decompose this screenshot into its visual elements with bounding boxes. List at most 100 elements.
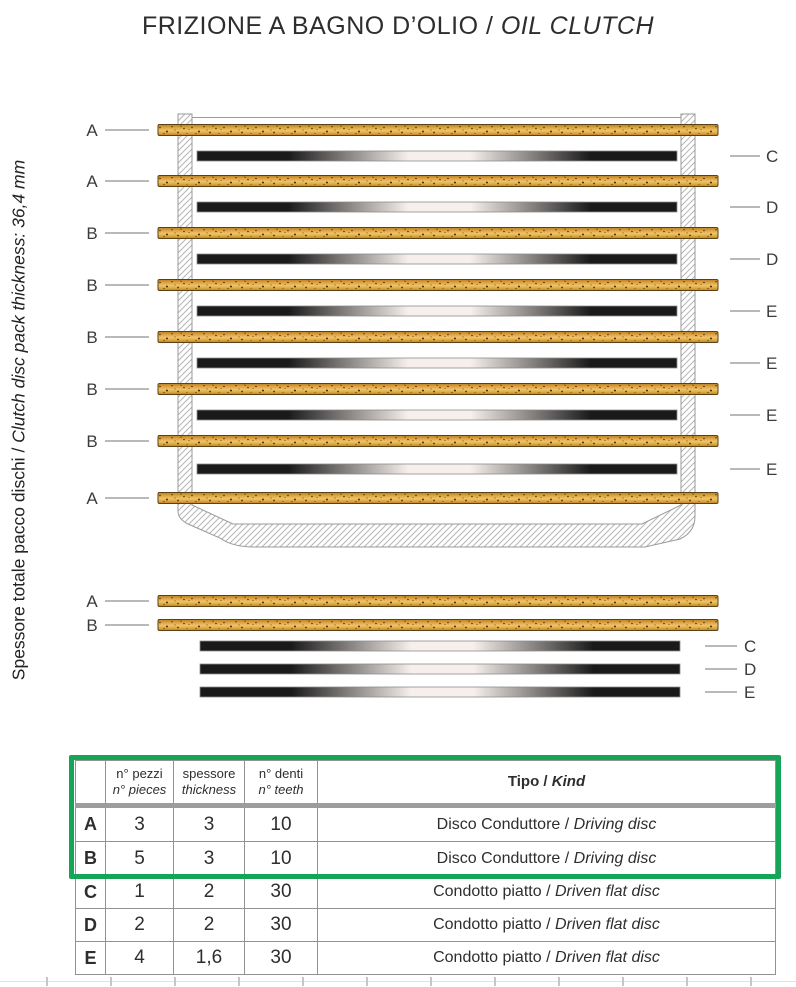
row-kind: Condotto piatto / Driven flat disc xyxy=(317,875,776,909)
header-kind-sep: / xyxy=(539,772,552,790)
stack-right-callouts: C D D E E E E xyxy=(730,147,778,479)
header-row: n° pezzi n° pieces spessore thickness n°… xyxy=(75,760,776,808)
callout-letter: B xyxy=(86,224,97,243)
callout-B1: B xyxy=(86,224,149,243)
header-teeth-it: n° denti xyxy=(258,766,304,782)
callout-letter: A xyxy=(86,172,98,191)
row-kind-it: Disco Conduttore xyxy=(436,849,561,867)
row-kind-it: Condotto piatto xyxy=(433,916,542,933)
row-thickness: 1,6 xyxy=(173,941,245,975)
row-id: B xyxy=(75,841,106,876)
friction-disc-single-B xyxy=(157,619,719,631)
header-pieces: n° pezzi n° pieces xyxy=(105,760,174,808)
header-thickness-en: thickness xyxy=(181,782,237,797)
steel-disc-stack-1 xyxy=(196,150,678,162)
row-kind-en: Driving disc xyxy=(573,815,657,833)
callout-letter: B xyxy=(86,616,97,635)
row-kind-it: Condotto piatto xyxy=(433,883,542,900)
header-kind-en: Kind xyxy=(551,772,586,790)
header-kind-it: Tipo xyxy=(507,772,540,790)
steel-disc-stack-4 xyxy=(196,305,678,317)
row-id: D xyxy=(75,908,106,942)
row-pieces: 3 xyxy=(105,805,174,842)
callout-letter: A xyxy=(86,592,98,611)
page-title-english: OIL CLUTCH xyxy=(500,12,655,40)
page-title-italian: FRIZIONE A BAGNO D’OLIO xyxy=(141,12,479,40)
row-thickness: 3 xyxy=(173,841,245,876)
row-pieces: 2 xyxy=(105,908,174,942)
friction-disc-stack-1 xyxy=(157,124,719,136)
row-kind: Disco Conduttore / Driving disc xyxy=(317,841,776,876)
friction-disc-stack-5 xyxy=(157,331,719,343)
row-thickness: 3 xyxy=(173,805,245,842)
table-row-C: C 1 2 30 Condotto piatto / Driven flat d… xyxy=(75,875,776,909)
row-kind-sep: / xyxy=(560,815,574,833)
callout-letter: E xyxy=(766,302,777,321)
row-kind-en: Driven flat disc xyxy=(554,916,660,933)
callout-single-E: E xyxy=(705,683,755,702)
exploded-left-callouts: A B xyxy=(86,592,149,635)
callout-B4: B xyxy=(86,380,149,399)
row-teeth: 10 xyxy=(244,805,318,842)
row-id: A xyxy=(75,805,106,842)
callout-letter: E xyxy=(766,354,777,373)
clutch-housing xyxy=(177,113,696,548)
row-thickness: 2 xyxy=(173,875,245,909)
callout-letter: E xyxy=(766,406,777,425)
pack-thickness-english: Clutch disc pack thickness: 36,4 mm xyxy=(8,159,29,443)
callout-B3: B xyxy=(86,328,149,347)
header-pieces-en: n° pieces xyxy=(112,782,167,797)
callout-single-D: D xyxy=(705,660,756,679)
header-thickness: spessore thickness xyxy=(173,760,245,808)
header-kind: Tipo / Kind xyxy=(317,760,776,808)
friction-disc-stack-7 xyxy=(157,435,719,447)
row-kind-en: Driven flat disc xyxy=(554,883,660,900)
callout-letter: D xyxy=(766,250,778,269)
friction-disc-stack-6 xyxy=(157,383,719,395)
steel-disc-single-C xyxy=(199,640,681,652)
callout-E2: E xyxy=(730,354,777,373)
row-pieces: 4 xyxy=(105,941,174,975)
row-thickness: 2 xyxy=(173,908,245,942)
callout-single-A: A xyxy=(86,592,149,611)
callout-letter: E xyxy=(766,460,777,479)
callout-letter: C xyxy=(766,147,778,166)
callout-D1: D xyxy=(730,198,778,217)
row-teeth: 30 xyxy=(244,941,318,975)
header-pieces-it: n° pezzi xyxy=(116,766,163,782)
pack-thickness-label: Spessore totale pacco dischi / Clutch di… xyxy=(9,160,30,680)
header-teeth: n° denti n° teeth xyxy=(244,760,318,808)
callout-A1: A xyxy=(86,121,149,140)
page-title-separator: / xyxy=(478,12,501,40)
exploded-right-callouts: C D E xyxy=(705,637,756,702)
steel-disc-single-E xyxy=(199,686,681,698)
steel-disc-single-D xyxy=(199,663,681,675)
disc-spec-table-wrap: n° pezzi n° pieces spessore thickness n°… xyxy=(69,755,781,975)
callout-B2: B xyxy=(86,276,149,295)
callout-letter: E xyxy=(744,683,755,702)
callout-letter: B xyxy=(86,432,97,451)
steel-disc-stack-7 xyxy=(196,463,678,475)
callout-single-B: B xyxy=(86,616,149,635)
row-kind: Condotto piatto / Driven flat disc xyxy=(317,941,776,975)
pack-thickness-italian: Spessore totale pacco dischi xyxy=(8,457,29,681)
callout-E3: E xyxy=(730,406,777,425)
callout-C1: C xyxy=(730,147,778,166)
row-teeth: 30 xyxy=(244,875,318,909)
row-kind-sep: / xyxy=(560,849,574,867)
friction-disc-stack-3 xyxy=(157,227,719,239)
callout-letter: D xyxy=(766,198,778,217)
pack-thickness-separator: / xyxy=(8,442,29,458)
header-teeth-en: n° teeth xyxy=(258,782,304,797)
callout-B5: B xyxy=(86,432,149,451)
table-row-A: A 3 3 10 Disco Conduttore / Driving disc xyxy=(75,805,776,842)
header-thickness-it: spessore xyxy=(182,766,236,782)
callout-letter: B xyxy=(86,328,97,347)
row-kind-it: Condotto piatto xyxy=(433,949,542,966)
steel-disc-stack-3 xyxy=(196,253,678,265)
row-kind-en: Driving disc xyxy=(573,849,657,867)
callout-E4: E xyxy=(730,460,777,479)
callout-single-C: C xyxy=(705,637,756,656)
callout-D2: D xyxy=(730,250,778,269)
steel-disc-stack-5 xyxy=(196,357,678,369)
